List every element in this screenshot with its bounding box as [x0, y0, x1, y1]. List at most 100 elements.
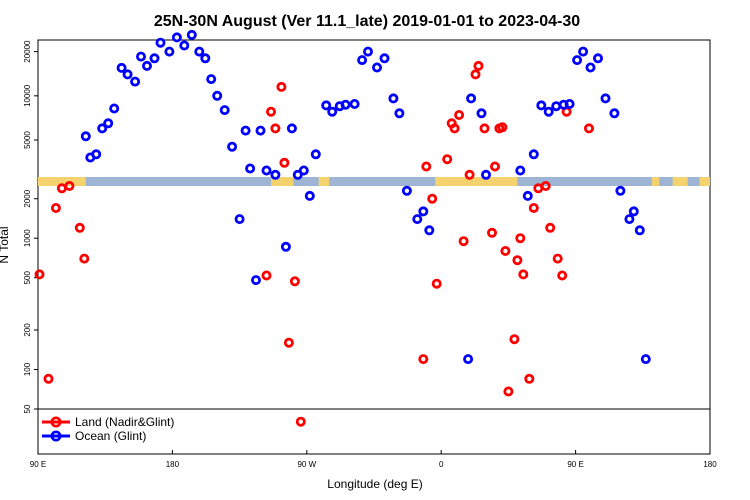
y-lower-tick-label-5: 2000 — [23, 189, 32, 207]
land-point-4 — [64, 180, 75, 191]
y-upper-tick-label-2: 20000 — [23, 40, 32, 63]
land-point-1 — [43, 373, 54, 384]
land-point-43 — [552, 253, 563, 264]
land-point-21 — [449, 123, 460, 134]
ocean-band — [38, 177, 710, 186]
land-point-17 — [427, 193, 438, 204]
ocean-point-47 — [401, 185, 412, 196]
land-point-28 — [486, 227, 497, 238]
ocean-point-63 — [572, 55, 583, 66]
land-point-26 — [473, 60, 484, 71]
legend-ocean-marker — [50, 430, 62, 442]
legend-ocean-label: Ocean (Glint) — [75, 429, 146, 443]
ocean-point-14 — [171, 32, 182, 43]
ocean-point-37 — [327, 106, 338, 117]
land-point-25 — [470, 69, 481, 80]
land-band-segment-5 — [672, 177, 688, 186]
ocean-point-62 — [564, 99, 575, 110]
y-lower-tick-label-0: 50 — [23, 404, 32, 413]
land-point-39 — [528, 202, 539, 213]
y-upper-tick-label-1: 10000 — [23, 84, 32, 107]
ocean-point-53 — [476, 108, 487, 119]
y-lower-tick-label-4: 1000 — [23, 229, 32, 247]
x-tick-label-2: 90 W — [297, 460, 316, 469]
legend-land-label: Land (Nadir&Glint) — [75, 415, 174, 429]
land-point-14 — [295, 416, 306, 427]
ocean-point-65 — [585, 62, 596, 73]
ocean-point-46 — [394, 108, 405, 119]
ocean-point-66 — [593, 53, 604, 64]
land-point-2 — [50, 202, 61, 213]
x-tick-label-5: 180 — [703, 460, 717, 469]
y-lower-tick-label-2: 200 — [23, 323, 32, 337]
ocean-point-54 — [480, 169, 491, 180]
ocean-point-43 — [371, 62, 382, 73]
ocean-point-11 — [149, 53, 160, 64]
y-lower-tick-label-1: 100 — [23, 362, 32, 376]
y-axis-label: N Total — [0, 226, 11, 263]
land-point-34 — [509, 334, 520, 345]
ocean-point-52 — [466, 93, 477, 104]
land-point-12 — [283, 337, 294, 348]
land-point-32 — [500, 245, 511, 256]
ocean-point-2 — [91, 149, 102, 160]
land-point-0 — [34, 269, 45, 280]
land-point-10 — [276, 81, 287, 92]
land-point-42 — [545, 222, 556, 233]
x-tick-label-3: 0 — [439, 460, 444, 469]
land-band-segment-6 — [699, 177, 710, 186]
land-point-22 — [454, 110, 465, 121]
ocean-point-57 — [528, 149, 539, 160]
land-point-38 — [524, 373, 535, 384]
land-point-18 — [431, 278, 442, 289]
land-point-5 — [74, 222, 85, 233]
land-point-46 — [584, 123, 595, 134]
ocean-point-60 — [551, 101, 562, 112]
land-band-segment-1 — [270, 177, 294, 186]
land-point-16 — [421, 161, 432, 172]
land-point-11 — [279, 157, 290, 168]
ocean-point-22 — [227, 141, 238, 152]
ocean-point-7 — [122, 69, 133, 80]
ocean-point-4 — [103, 118, 114, 129]
land-point-29 — [489, 161, 500, 172]
ocean-point-20 — [212, 90, 223, 101]
y-lower-tick-label-3: 500 — [23, 271, 32, 285]
ocean-point-71 — [628, 206, 639, 217]
ocean-point-27 — [255, 125, 266, 136]
ocean-point-30 — [280, 241, 291, 252]
x-tick-label-1: 180 — [166, 460, 180, 469]
ocean-point-12 — [155, 37, 166, 48]
land-point-35 — [512, 255, 523, 266]
ocean-point-42 — [362, 46, 373, 57]
land-point-41 — [540, 180, 551, 191]
ocean-point-26 — [250, 275, 261, 286]
land-band-segment-2 — [318, 177, 330, 186]
ocean-point-6 — [116, 62, 127, 73]
ocean-point-55 — [515, 165, 526, 176]
ocean-point-10 — [141, 60, 152, 71]
ocean-point-45 — [388, 93, 399, 104]
ocean-point-51 — [463, 354, 474, 365]
ocean-point-64 — [578, 46, 589, 57]
ocean-point-33 — [298, 165, 309, 176]
x-axis-label: Longitude (deg E) — [327, 477, 422, 491]
x-tick-label-0: 90 E — [30, 460, 46, 469]
ocean-point-19 — [206, 74, 217, 85]
land-band-segment-0 — [38, 177, 86, 186]
land-point-27 — [479, 123, 490, 134]
legend-land-marker — [50, 416, 62, 428]
land-point-31 — [497, 122, 508, 133]
ocean-point-40 — [349, 99, 360, 110]
ocean-point-28 — [261, 165, 272, 176]
ocean-point-29 — [270, 169, 281, 180]
ocean-point-50 — [424, 225, 435, 236]
ocean-point-41 — [357, 55, 368, 66]
ocean-point-23 — [234, 214, 245, 225]
land-point-19 — [442, 154, 453, 165]
land-point-15 — [418, 354, 429, 365]
land-point-33 — [503, 386, 514, 397]
ocean-point-67 — [600, 93, 611, 104]
land-point-9 — [270, 123, 281, 134]
